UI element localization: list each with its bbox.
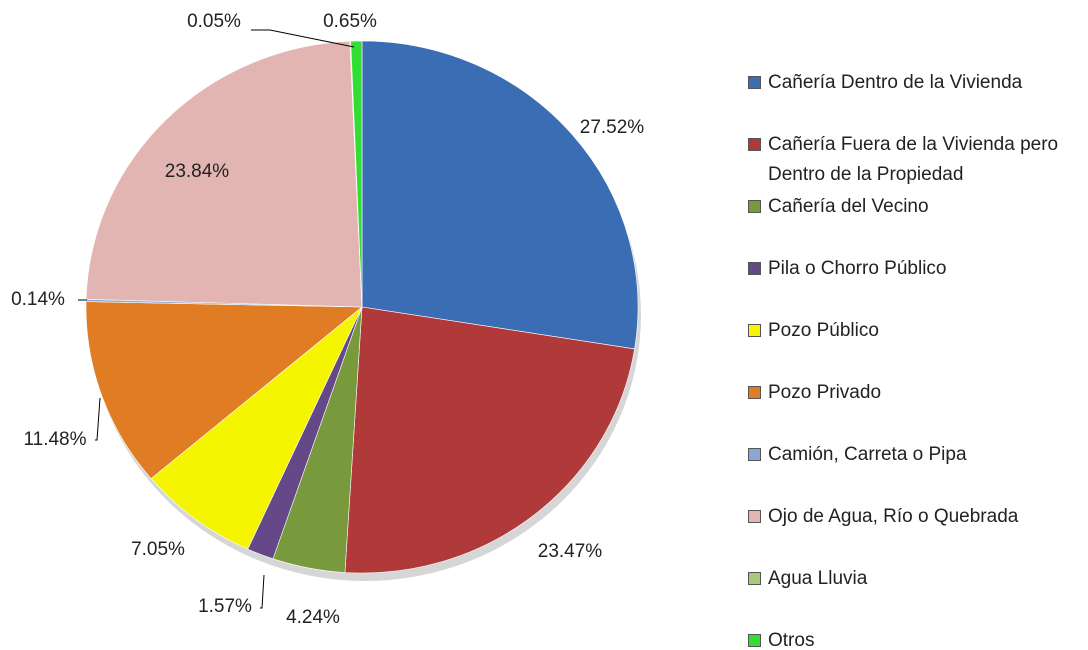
pie-slice: [350, 40, 363, 308]
legend-item: Otros: [748, 626, 1088, 650]
legend-swatch: [748, 572, 761, 585]
pie-slice: [361, 40, 639, 350]
legend-item: Pozo Privado: [748, 378, 1088, 408]
data-label: 0.05%: [187, 11, 241, 32]
data-label: 0.14%: [11, 289, 65, 310]
legend-label: Pozo Privado: [768, 382, 882, 403]
legend-item: Pozo Público: [748, 316, 1088, 346]
data-label: 11.48%: [23, 429, 86, 450]
legend-item: Ojo de Agua, Río o Quebrada: [748, 502, 1088, 532]
legend-swatch: [748, 386, 761, 399]
legend-item: Agua Lluvia: [748, 564, 1088, 594]
legend-item: Cañería Fuera de la Vivienda pero Dentro…: [748, 130, 1088, 190]
pie-slice: [344, 306, 635, 574]
data-label: 1.57%: [198, 596, 252, 617]
pie-area: 27.52% 23.47% 4.24% 1.57% 7.05% 11.48% 0.14% 23…: [11, 11, 645, 628]
pie-slice: [85, 40, 363, 308]
legend-swatch: [748, 138, 761, 151]
data-label: 23.47%: [538, 541, 603, 562]
data-label: 7.05%: [131, 539, 185, 560]
pie-slice: [85, 301, 363, 479]
legend-swatch: [748, 634, 761, 647]
leader-line: [260, 574, 265, 609]
legend-label: Camión, Carreta o Pipa: [768, 444, 967, 465]
legend-item: Pila o Chorro Público: [748, 254, 1088, 284]
data-label: 23.84%: [165, 161, 230, 182]
data-label: 0.65%: [323, 11, 377, 32]
leader-line: [95, 397, 101, 441]
data-label: 4.24%: [286, 607, 340, 628]
legend-item: Camión, Carreta o Pipa: [748, 440, 1088, 470]
legend-label: Cañería Dentro de la Vivienda: [768, 72, 1023, 93]
legend-label: Pila o Chorro Público: [768, 258, 947, 279]
legend-swatch: [748, 262, 761, 275]
legend-label: Cañería del Vecino: [768, 196, 929, 217]
legend-item: Cañería del Vecino: [748, 192, 1088, 222]
legend-item: Cañería Dentro de la Vivienda: [748, 68, 1088, 98]
legend-swatch: [748, 200, 761, 213]
pie-slice: [150, 306, 363, 550]
leader-line: [251, 29, 355, 48]
legend-swatch: [748, 324, 761, 337]
legend-swatch: [748, 510, 761, 523]
data-label: 27.52%: [580, 117, 645, 138]
legend-swatch: [748, 76, 761, 89]
legend-label: Pozo Público: [768, 320, 879, 341]
legend-label: Otros: [768, 630, 815, 650]
legend-swatch: [748, 448, 761, 461]
legend-label: Agua Lluvia: [768, 568, 868, 589]
legend-label: Cañería Fuera de la Vivienda pero Dentro…: [768, 134, 1059, 185]
legend-label: Ojo de Agua, Río o Quebrada: [768, 506, 1019, 527]
